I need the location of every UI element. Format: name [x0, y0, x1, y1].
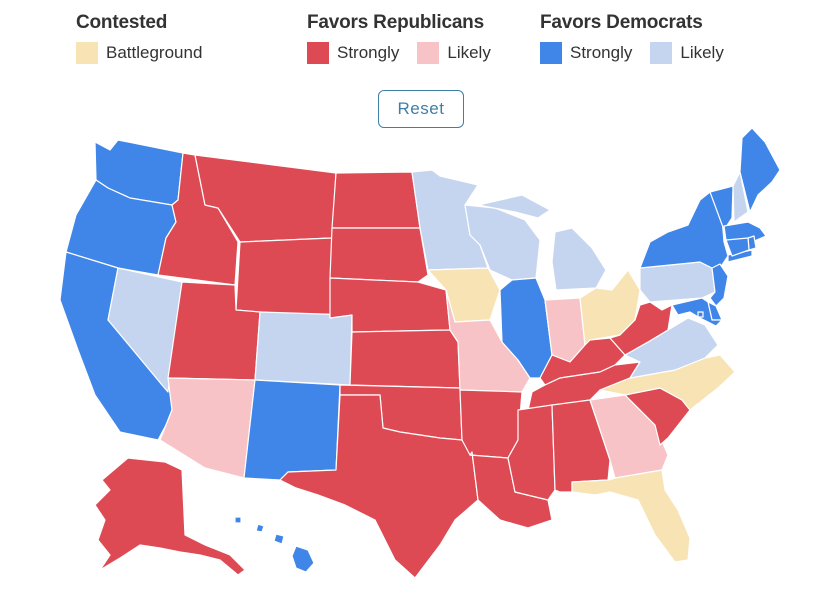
rep-likely-swatch: [417, 42, 440, 64]
rep-strongly-label: Strongly: [337, 43, 400, 62]
state-nj[interactable]: [709, 263, 729, 307]
dem-strongly-swatch: [540, 42, 562, 64]
state-dc[interactable]: [697, 311, 704, 318]
state-ks[interactable]: [349, 329, 461, 389]
state-nv[interactable]: [107, 267, 183, 393]
state-hi[interactable]: [234, 516, 315, 573]
dem-likely-label: Likely: [680, 43, 724, 62]
state-az[interactable]: [159, 377, 256, 479]
state-nh[interactable]: [732, 171, 749, 223]
reset-button[interactable]: Reset: [378, 90, 464, 128]
dem-strongly-label: Strongly: [570, 43, 633, 62]
legend: Contested Battleground Favors Republican…: [0, 12, 840, 72]
state-mi[interactable]: [477, 194, 607, 291]
legend-democrats: Favors Democrats Strongly Likely: [540, 12, 742, 64]
state-ak[interactable]: [94, 457, 246, 576]
legend-item-rep-likely: Likely: [417, 42, 491, 64]
state-tx[interactable]: [279, 394, 479, 579]
legend-democrats-title: Favors Democrats: [540, 12, 703, 33]
legend-republicans: Favors Republicans Strongly Likely: [307, 12, 509, 64]
rep-strongly-swatch: [307, 42, 329, 64]
legend-contested: Contested Battleground: [76, 12, 220, 64]
state-co[interactable]: [254, 311, 353, 386]
state-md[interactable]: [671, 297, 723, 327]
rep-likely-label: Likely: [447, 43, 491, 62]
legend-item-rep-strongly: Strongly: [307, 42, 399, 64]
legend-item-dem-likely: Likely: [650, 42, 724, 64]
state-nd[interactable]: [331, 171, 421, 229]
state-sd[interactable]: [329, 227, 429, 283]
state-pa[interactable]: [639, 261, 716, 303]
state-ar[interactable]: [459, 389, 523, 459]
state-vt[interactable]: [709, 185, 734, 231]
state-fl[interactable]: [571, 469, 691, 563]
battleground-swatch: [76, 42, 98, 64]
state-ct[interactable]: [725, 237, 750, 257]
state-nm[interactable]: [243, 379, 341, 481]
legend-contested-title: Contested: [76, 12, 168, 33]
battleground-label: Battleground: [106, 43, 203, 62]
legend-item-dem-strongly: Strongly: [540, 42, 632, 64]
state-wy[interactable]: [235, 237, 333, 319]
legend-republicans-title: Favors Republicans: [307, 12, 484, 33]
dem-likely-swatch: [650, 42, 673, 64]
state-il[interactable]: [499, 277, 553, 379]
legend-item-battleground: Battleground: [76, 42, 202, 64]
state-me[interactable]: [739, 127, 781, 213]
